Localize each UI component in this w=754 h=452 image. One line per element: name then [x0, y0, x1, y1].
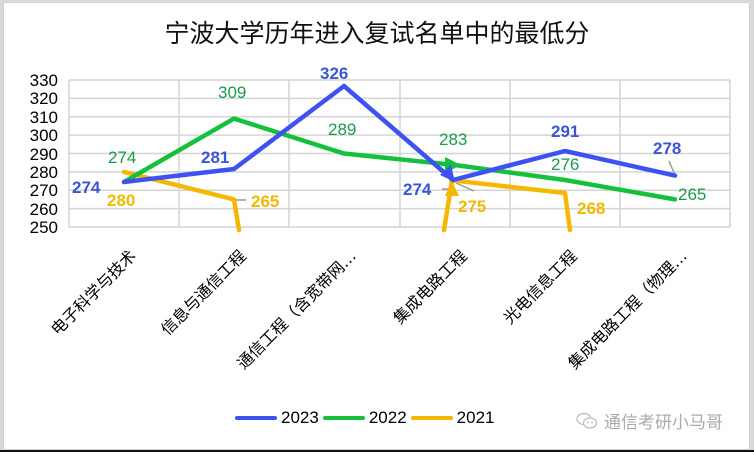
y-tick: 260: [29, 200, 58, 219]
legend-swatch: [235, 416, 277, 420]
data-label: 281: [201, 148, 229, 167]
chart-frame: [3, 2, 750, 450]
data-label: 265: [678, 185, 706, 204]
data-label: 265: [251, 192, 279, 211]
labels-2021: 280 265 275 268: [107, 191, 605, 218]
arrow-head-2023: [440, 165, 455, 182]
data-label: 274: [72, 178, 101, 197]
wechat-icon: [576, 412, 598, 429]
y-tick: 250: [29, 218, 58, 237]
data-label: 268: [577, 199, 605, 218]
legend-label: 2023: [281, 408, 319, 427]
legend-item-2022[interactable]: 2022: [322, 408, 409, 428]
data-label: 276: [551, 155, 579, 174]
data-label: 309: [218, 83, 246, 102]
data-label: 326: [320, 64, 348, 83]
gridlines: [68, 79, 731, 228]
leader-lines: [235, 160, 676, 201]
data-label: 291: [551, 122, 579, 141]
y-tick: 270: [29, 181, 58, 200]
legend: 2023 2022 2021: [235, 408, 498, 428]
legend-swatch: [322, 416, 365, 420]
y-tick: 300: [29, 126, 58, 145]
data-label: 275: [458, 197, 486, 216]
series-2023: [121, 83, 678, 185]
data-label: 274: [108, 148, 136, 167]
y-tick: 290: [29, 145, 58, 164]
data-label: 278: [653, 139, 681, 158]
data-label: 274: [403, 180, 432, 199]
y-tick: 320: [29, 89, 58, 108]
legend-item-2023[interactable]: 2023: [235, 408, 321, 428]
legend-item-2021[interactable]: 2021: [410, 408, 497, 428]
y-tick: 310: [29, 108, 58, 127]
chart-title: 宁波大学历年进入复试名单中的最低分: [164, 19, 590, 48]
labels-2022: 274 309 289 283 276 265: [108, 83, 706, 204]
y-tick: 280: [29, 163, 58, 182]
y-tick: 330: [29, 71, 58, 90]
watermark: 通信考研小马哥: [576, 408, 723, 433]
labels-2023: 274 281 326 274 291 278: [72, 64, 681, 199]
legend-label: 2022: [368, 408, 407, 427]
legend-label: 2021: [456, 408, 495, 427]
series-2021: [121, 169, 573, 233]
arrow-head-2021: [445, 181, 459, 196]
legend-swatch: [410, 416, 453, 420]
bottom-edge: [0, 450, 754, 452]
data-label: 283: [439, 130, 467, 149]
data-label: 289: [328, 120, 356, 139]
watermark-text: 通信考研小马哥: [604, 413, 723, 433]
data-label: 280: [107, 191, 135, 210]
